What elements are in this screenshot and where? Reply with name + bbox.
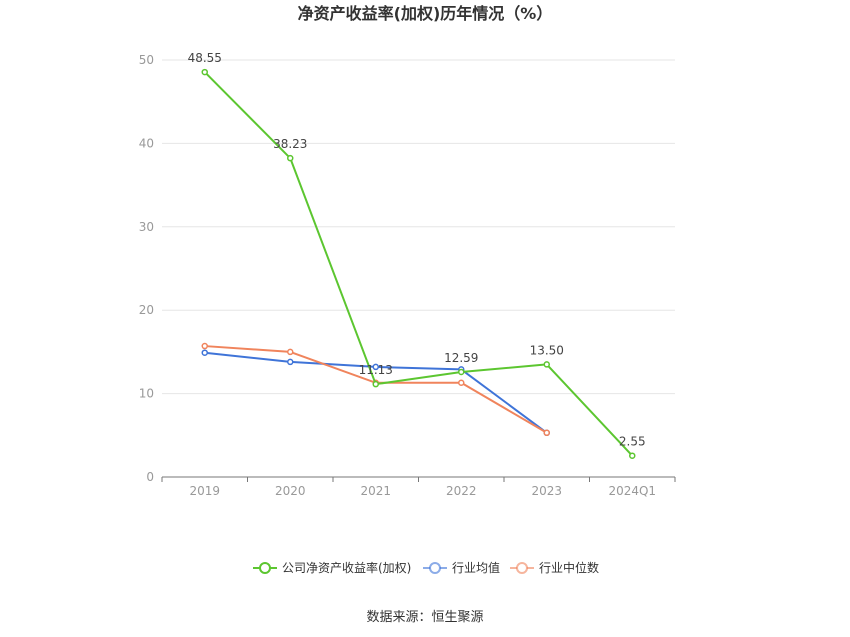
series-line-0: [204, 71, 633, 457]
legend-marker: [259, 562, 271, 574]
chart-title: 净资产收益率(加权)历年情况（%）: [298, 4, 553, 23]
data-point: [372, 363, 379, 371]
axis-layer: 0 10 20 30 40 50 2019 2020 2021 2022 2023 2024Q1: [139, 53, 676, 498]
legend-label: 行业均值: [452, 560, 500, 575]
data-point: [458, 368, 465, 376]
source-note: 数据来源：恒生聚源: [366, 610, 483, 625]
y-tick-label: 40: [139, 136, 154, 150]
data-point: [543, 429, 550, 437]
data-point: [287, 348, 294, 356]
x-tick-label: 2019: [189, 484, 220, 498]
x-tick-label: 2024Q1: [608, 484, 656, 498]
data-point: [458, 379, 465, 387]
data-label: 38.23: [273, 137, 307, 151]
y-tick-label: 10: [139, 387, 154, 401]
y-tick-label: 0: [146, 470, 154, 484]
data-label: 2.55: [619, 435, 646, 449]
data-label: 13.50: [530, 343, 564, 357]
series-layer: [201, 68, 636, 459]
data-point: [629, 452, 636, 459]
data-label: 48.55: [188, 51, 222, 65]
grid-layer: [162, 59, 675, 395]
data-label: 12.59: [444, 351, 478, 365]
legend-label: 行业中位数: [539, 560, 599, 575]
y-tick-label: 30: [139, 220, 154, 234]
data-point: [201, 342, 208, 350]
data-point: [543, 361, 550, 368]
data-point: [201, 68, 208, 76]
x-tick-label: 2022: [446, 484, 477, 498]
data-point: [287, 358, 294, 366]
data-point: [372, 380, 379, 388]
legend: 公司净资产收益率(加权) 行业均值 行业中位数: [253, 560, 599, 575]
x-tick-label: 2020: [275, 484, 306, 498]
data-label-layer: 48.55 38.23 11.13 12.59 13.50 2.55: [188, 51, 646, 449]
data-point: [287, 154, 294, 162]
data-point: [201, 349, 208, 356]
x-tick-label: 2023: [531, 484, 562, 498]
legend-marker: [429, 562, 441, 574]
data-label: 11.13: [359, 363, 393, 377]
legend-label: 公司净资产收益率(加权): [282, 560, 411, 575]
y-tick-label: 50: [139, 53, 154, 67]
x-tick-label: 2021: [360, 484, 391, 498]
y-tick-label: 20: [139, 303, 154, 317]
legend-marker: [516, 562, 528, 574]
